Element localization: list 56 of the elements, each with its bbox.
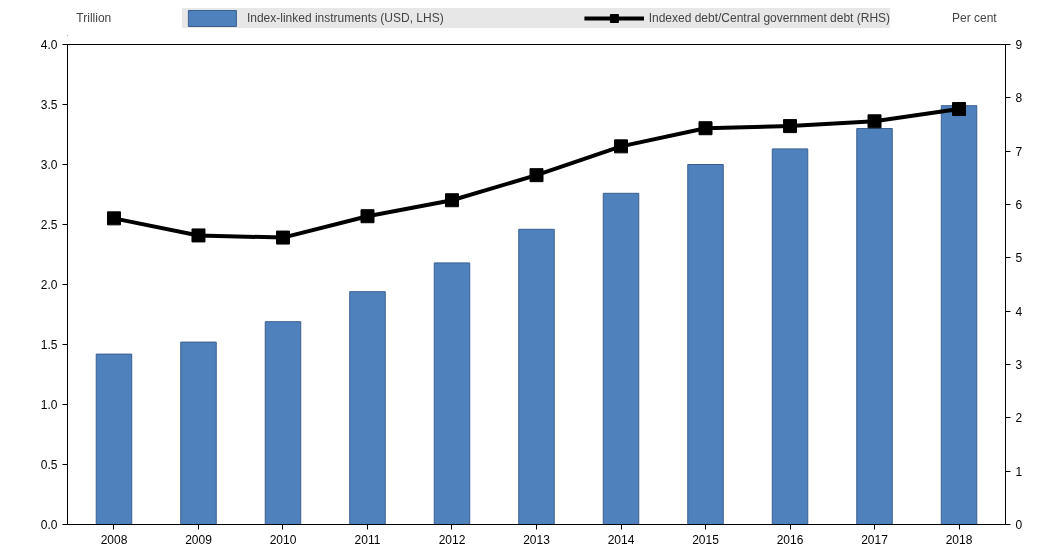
bar (264, 321, 302, 525)
y-tick-label: 2.0 (40, 278, 58, 292)
y-tick-label: 3.0 (40, 158, 58, 172)
y-tick-label: 0.0 (40, 518, 58, 532)
bar (602, 192, 640, 525)
point (445, 193, 459, 208)
x-tick-label: 2013 (523, 532, 551, 547)
point (614, 139, 628, 154)
bar (687, 164, 724, 525)
x-tick-label: 2018 (945, 532, 973, 547)
x-tick-label: 2017 (861, 532, 889, 547)
y2-tick-label: 7 (1015, 144, 1023, 159)
y2-tick-label: 0 (1015, 518, 1023, 532)
bar (940, 105, 978, 525)
y-tick-label: 1.5 (40, 338, 58, 352)
bar (180, 341, 217, 525)
y2-tick-label: 4 (1015, 304, 1023, 319)
point (529, 168, 544, 183)
point (275, 230, 290, 245)
x-tick-label: 2011 (354, 532, 381, 547)
y-tick-label: 1.0 (40, 398, 58, 412)
x-tick-label: 2009 (185, 532, 213, 547)
x-tick-label: 2015 (692, 532, 720, 547)
bar (771, 148, 809, 525)
point (783, 119, 798, 134)
y-tick-label: 3.5 (40, 98, 58, 112)
point (698, 121, 713, 136)
bar (856, 128, 893, 525)
y2-tick-label: 8 (1015, 91, 1023, 106)
x-tick-label: 2012 (438, 532, 466, 547)
y2-tick-label: 3 (1015, 358, 1023, 372)
bar (433, 262, 471, 525)
y2-axis-title: Per cent (951, 10, 998, 25)
y-axis-title: Trillion (76, 10, 112, 25)
point (106, 211, 121, 226)
point (867, 114, 882, 129)
legend-label: Index-linked instruments (USD, LHS) (246, 11, 444, 25)
bar (349, 291, 386, 525)
y-tick-label: 0.5 (40, 458, 58, 472)
y2-tick-label: 6 (1015, 198, 1023, 212)
x-tick-label: 2014 (607, 532, 635, 547)
y-tick-label: 4.0 (40, 38, 58, 52)
bar (95, 353, 133, 525)
y2-tick-label: 5 (1015, 251, 1023, 266)
y2-tick-label: 1 (1015, 464, 1023, 479)
x-tick-label: 2016 (776, 532, 804, 547)
point (360, 209, 375, 224)
x-tick-label: 2008 (100, 532, 128, 547)
point (952, 102, 967, 117)
y2-tick-label: 2 (1015, 411, 1023, 426)
x-tick-label: 2010 (269, 532, 297, 547)
point (191, 228, 206, 243)
y-tick-label: 2.5 (40, 218, 58, 232)
legend-label: Indexed debt/Central government debt (RHS) (648, 11, 891, 25)
bar (518, 228, 555, 525)
y2-tick-label: 9 (1015, 38, 1023, 52)
